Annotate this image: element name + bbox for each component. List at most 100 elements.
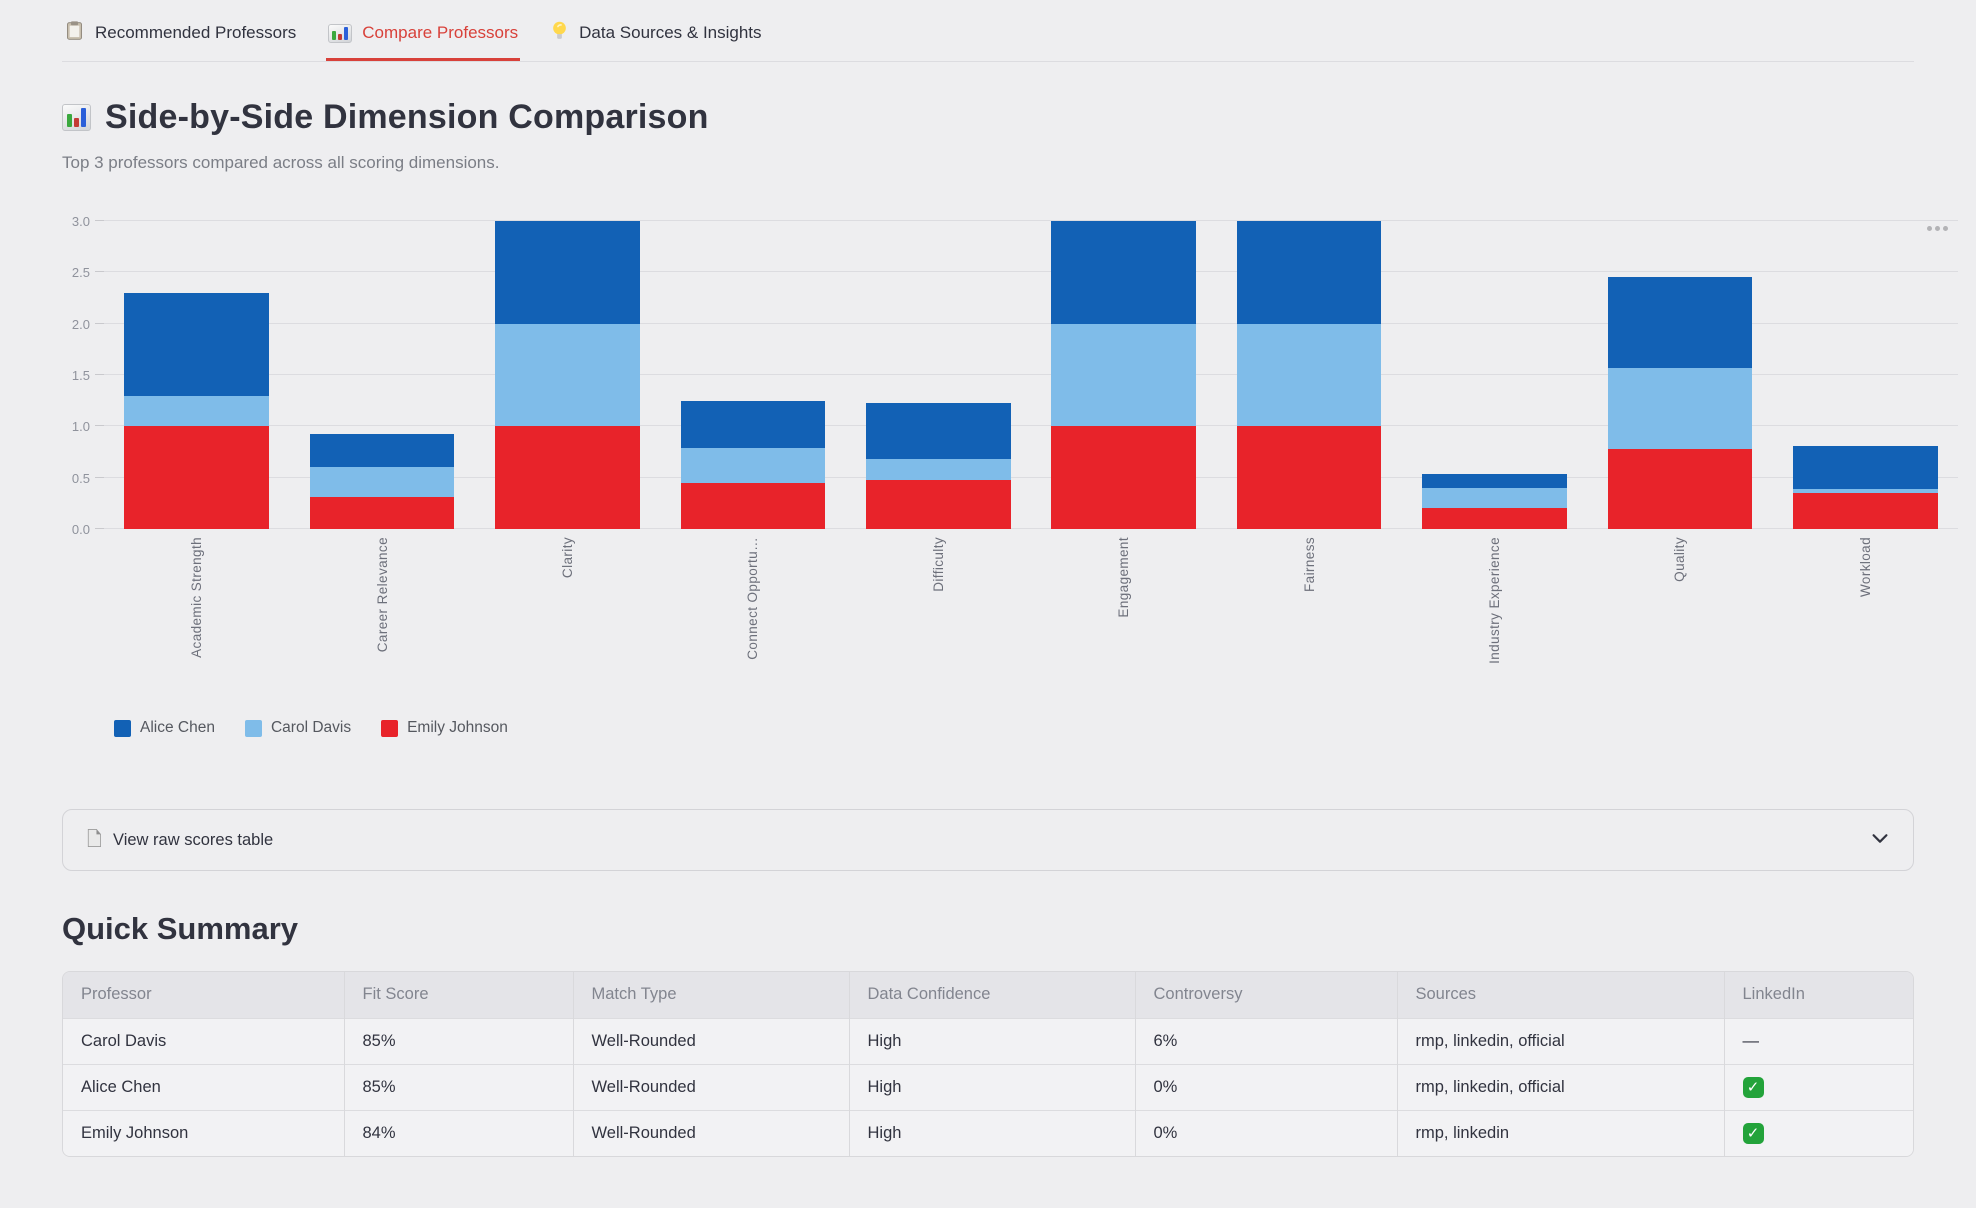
bar-segment (309, 497, 455, 529)
x-label-cell: Academic Strength (104, 537, 289, 705)
table-cell: High (848, 1017, 1135, 1064)
x-label-cell: Connect Opportu… (660, 537, 845, 705)
bar-segment (866, 479, 1011, 529)
table-cell: Emily Johnson (63, 1109, 344, 1156)
chart-more-options-icon[interactable] (1927, 226, 1948, 231)
bar-group (1031, 221, 1216, 529)
linkedin-cell: ✓ (1723, 1109, 1913, 1156)
table-cell: 0% (1134, 1063, 1397, 1110)
column-header: Professor (63, 972, 344, 1018)
bar-segment (1793, 493, 1938, 529)
bar-segment (1051, 323, 1197, 427)
bar-segment (124, 426, 269, 529)
stacked-bar (1422, 473, 1567, 529)
gridline (104, 220, 1958, 221)
page-subtitle: Top 3 professors compared across all sco… (62, 153, 500, 172)
column-header: Fit Score (343, 972, 573, 1018)
bar-group (289, 433, 474, 529)
stacked-bar (1051, 221, 1197, 529)
x-axis-label: Engagement (1116, 537, 1132, 618)
bar-segment (495, 221, 640, 324)
gridline (104, 322, 1958, 324)
table-cell: 85% (343, 1017, 573, 1064)
x-axis-label: Career Relevance (374, 537, 390, 653)
x-label-cell: Difficulty (846, 537, 1031, 705)
bar-segment (1236, 221, 1382, 324)
bar-segment (680, 482, 826, 529)
x-axis-label: Quality (1672, 537, 1688, 582)
bar-chart-icon (328, 23, 353, 43)
x-axis-label: Clarity (560, 537, 576, 579)
bar-segment (1793, 445, 1938, 489)
bar-segment (680, 447, 826, 483)
table-cell: 84% (343, 1109, 573, 1156)
bar-group (1402, 473, 1587, 529)
chevron-down-icon[interactable] (1869, 827, 1891, 854)
document-icon (85, 828, 103, 853)
y-tick-mark (95, 271, 104, 273)
y-axis: 0.0 0.5 1.0 1.5 2.0 2.5 3.0 (62, 208, 104, 537)
y-tick-mark (95, 322, 104, 324)
bar-segment (1051, 426, 1197, 529)
x-label-cell: Engagement (1031, 537, 1216, 705)
tab-recommended-professors[interactable]: Recommended Professors (62, 16, 298, 61)
x-axis-label: Fairness (1301, 537, 1317, 592)
legend-item: Carol Davis (244, 719, 351, 737)
gridline (104, 476, 1958, 478)
table-row: Emily Johnson 84% Well-Rounded High 0% rmp, l… (63, 1109, 1913, 1156)
column-header: LinkedIn (1723, 972, 1913, 1018)
column-header: Data Confidence (848, 972, 1135, 1018)
dimension-comparison-chart: 0.0 0.5 1.0 1.5 2.0 2.5 3.0 Academic Strength C… (62, 208, 1958, 737)
bar-segment (1422, 487, 1567, 509)
x-label-cell: Career Relevance (289, 537, 474, 705)
table-cell: 85% (343, 1063, 573, 1110)
linkedin-cell: — (1723, 1017, 1913, 1064)
bar-segment (309, 467, 455, 498)
legend-label: Alice Chen (140, 719, 215, 736)
gridline (104, 528, 1958, 529)
gridline (104, 271, 1958, 273)
bar-group (104, 292, 289, 529)
table-cell: rmp, linkedin, official (1396, 1017, 1724, 1064)
check-icon: ✓ (1742, 1076, 1764, 1098)
quick-summary-heading: Quick Summary (62, 911, 299, 946)
lightbulb-icon (550, 20, 569, 46)
bar-segment (1422, 473, 1567, 488)
bar-segment (1607, 277, 1753, 368)
bar-group (660, 400, 845, 529)
stacked-bar (680, 400, 826, 529)
tab-compare-professors[interactable]: Compare Professors (326, 16, 521, 61)
page-title-text: Side-by-Side Dimension Comparison (105, 98, 709, 136)
table-cell: rmp, linkedin, official (1396, 1063, 1724, 1110)
stacked-bar (1236, 221, 1382, 529)
expander-label: View raw scores table (113, 830, 274, 849)
y-tick-label: 3.0 (71, 214, 90, 229)
bar-segment (866, 459, 1011, 480)
stacked-bar (124, 292, 269, 529)
y-tick-mark (95, 476, 104, 478)
x-axis-labels: Academic Strength Career Relevance Clarity… (104, 529, 1958, 705)
summary-table-wrap: Professor Fit Score Match Type Data Confide… (62, 971, 1914, 1157)
legend-item: Emily Johnson (381, 719, 508, 737)
table-cell: High (848, 1109, 1135, 1156)
bar-group (1216, 221, 1401, 529)
page-title: Side-by-Side Dimension Comparison (62, 98, 1914, 137)
table-cell: Well-Rounded (572, 1063, 849, 1110)
tab-data-sources-insights[interactable]: Data Sources & Insights (548, 16, 763, 61)
x-label-cell: Workload (1773, 537, 1958, 705)
stacked-bar (866, 402, 1011, 529)
y-tick-mark (95, 374, 104, 375)
bar-group (1587, 277, 1772, 529)
bar-segment (124, 395, 269, 427)
raw-scores-expander[interactable]: View raw scores table (62, 809, 1914, 871)
y-tick-label: 0.5 (71, 470, 90, 486)
table-row: Alice Chen 85% Well-Rounded High 0% rmp, link… (63, 1063, 1913, 1110)
y-tick-label: 1.0 (71, 419, 90, 435)
tab-label: Data Sources & Insights (579, 23, 762, 42)
x-label-cell: Clarity (475, 537, 660, 705)
bar-segment (309, 433, 455, 468)
summary-table-header-row: Professor Fit Score Match Type Data Confide… (63, 972, 1913, 1018)
legend-swatch (381, 719, 399, 737)
x-axis-label: Workload (1857, 537, 1873, 597)
tab-label: Compare Professors (362, 23, 519, 42)
